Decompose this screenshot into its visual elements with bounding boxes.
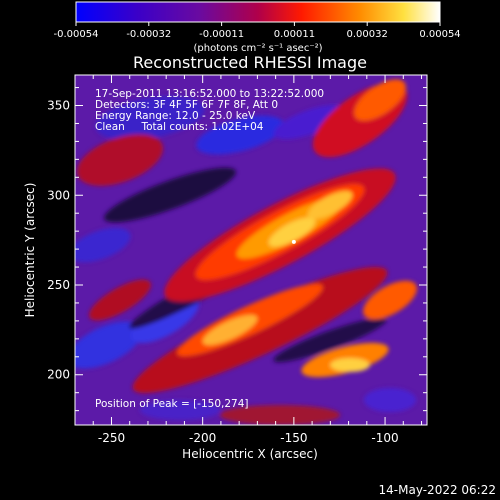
peak-position-label: Position of Peak = [-150,274] [95, 398, 249, 410]
colorbar-tick-label: 0.00054 [419, 29, 460, 40]
info-time-range: 17-Sep-2011 13:16:52.000 to 13:22:52.000 [95, 88, 324, 100]
y-tick-label: 250 [47, 278, 70, 292]
colorbar [75, 1, 441, 23]
y-tick-label: 350 [47, 99, 70, 113]
axis-ticks: -250 -200 -150 -100 200 250 300 350 [47, 75, 427, 445]
plot-frame [74, 74, 428, 426]
footer-date: 14-May-2022 06:22 [379, 483, 496, 497]
info-energy-range: Energy Range: 12.0 - 25.0 keV [95, 110, 256, 122]
x-tick-label: -250 [98, 431, 125, 445]
peak-marker [291, 239, 296, 244]
chart-title: Reconstructed RHESSI Image [133, 53, 367, 72]
colorbar-tick-label: -0.00011 [199, 29, 244, 40]
y-tick-label: 300 [47, 188, 70, 202]
x-tick-label: -200 [189, 431, 216, 445]
x-tick-label: -100 [371, 431, 398, 445]
colorbar-tick-label: -0.00032 [126, 29, 171, 40]
heatmap-image [75, 75, 427, 425]
x-tick-label: -150 [280, 431, 307, 445]
y-axis-title: Heliocentric Y (arcsec) [23, 183, 37, 318]
x-axis-title: Heliocentric X (arcsec) [182, 447, 318, 461]
info-clean-counts: Clean Total counts: 1.02E+04 [95, 121, 264, 133]
colorbar-ticks: -0.00054 -0.00032 -0.00011 0.00011 0.00032 0.… [54, 22, 461, 40]
y-tick-label: 200 [47, 368, 70, 382]
colorbar-label: (photons cm⁻² s⁻¹ asec⁻²) [193, 43, 322, 54]
info-detectors: Detectors: 3F 4F 5F 6F 7F 8F, Att 0 [95, 99, 278, 111]
colorbar-tick-label: 0.00032 [347, 29, 388, 40]
colorbar-tick-label: -0.00054 [54, 29, 99, 40]
colorbar-tick-label: 0.00011 [274, 29, 315, 40]
